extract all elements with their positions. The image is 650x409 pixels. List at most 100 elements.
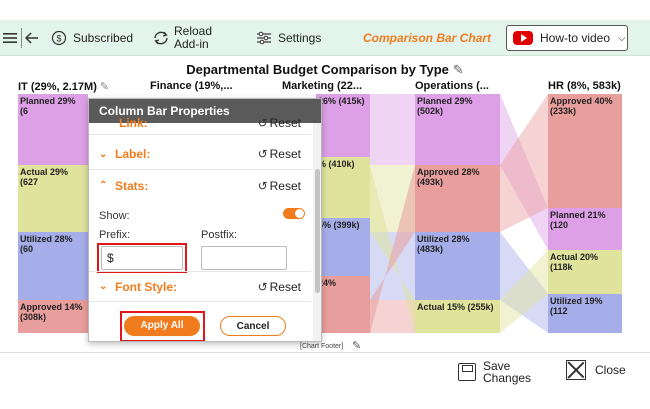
settings-button[interactable]: Settings (256, 20, 321, 56)
segment-label: 26% (415k) (318, 96, 365, 106)
column-header-hr[interactable]: HR (8%, 583k) (548, 80, 621, 92)
reset-label: Reset (269, 178, 301, 193)
segment-label: Approved 28% (417, 167, 480, 177)
label-section-row[interactable]: ⌄ Label: ↺ Reset (89, 139, 311, 170)
reset-label: Reset (269, 279, 301, 294)
column-header-finance[interactable]: Finance (19%,... (150, 80, 233, 92)
reload-label-line2: Add-in (174, 37, 209, 51)
column-header-marketing[interactable]: Marketing (22... (282, 80, 362, 92)
chart-title[interactable]: Departmental Budget Comparison by Type ✎ (0, 62, 650, 78)
segment-marketing-utilized[interactable]: 5% (399k) (316, 218, 370, 276)
prefix-label: Prefix: (99, 229, 131, 241)
column-header-label: IT (29%, 2.17M) (18, 81, 97, 93)
apply-all-button[interactable]: Apply All (124, 316, 200, 336)
postfix-label: Postfix: (201, 229, 238, 241)
column-header-label: Finance (19%,... (150, 80, 233, 92)
hamburger-icon[interactable] (3, 20, 19, 56)
segment-marketing-planned[interactable]: 26% (415k) (316, 94, 370, 157)
segment-operations-utilized[interactable]: Utilized 28% (483k) (415, 232, 500, 300)
save-changes-label: Save Changes (483, 360, 531, 384)
column-header-label: HR (8%, 583k) (548, 80, 621, 92)
subscribed-button[interactable]: $ Subscribed (51, 20, 133, 56)
save-label-line2: Changes (483, 371, 532, 385)
segment-hr-actual[interactable]: Actual 20% (118k (548, 250, 622, 294)
show-label: Show: (99, 210, 130, 222)
link-section-row[interactable]: Link: ↺ Reset (89, 111, 311, 135)
panel-scrollbar-thumb[interactable] (315, 169, 320, 293)
flow-ribbon (500, 94, 548, 232)
reload-label: Reload Add-in (174, 25, 212, 51)
cancel-button[interactable]: Cancel (220, 316, 286, 336)
column-header-label: Operations (... (415, 80, 489, 92)
reset-button[interactable]: ↺ Reset (258, 280, 301, 294)
column-header-it[interactable]: IT (29%, 2.17M) ✎ (18, 80, 109, 93)
segment-operations-planned[interactable]: Planned 29% (502k) (415, 94, 500, 165)
chart-footer[interactable]: [Chart Footer] (300, 343, 344, 350)
back-arrow-icon[interactable] (25, 20, 39, 56)
flow-ribbon (370, 300, 415, 333)
segment-hr-planned[interactable]: Planned 21% (120 (548, 208, 622, 250)
flow-ribbon (500, 250, 548, 333)
segment-label: Utilized 28% (60 (20, 234, 73, 254)
prefix-input[interactable] (101, 246, 183, 270)
close-icon (566, 360, 586, 380)
label-section-label: Label: (115, 147, 151, 161)
pencil-icon[interactable]: ✎ (452, 62, 464, 77)
close-label: Close (595, 363, 626, 377)
save-icon (458, 363, 476, 381)
segment-label: Approved 40% (550, 96, 613, 106)
save-changes-button[interactable]: Save Changes (458, 360, 531, 384)
column-header-label: Marketing (22... (282, 80, 363, 92)
segment-hr-approved[interactable]: Approved 40% (233k) (548, 94, 622, 208)
segment-marketing-approved[interactable]: 24% (316, 276, 370, 333)
show-toggle[interactable] (283, 208, 305, 219)
segment-it-utilized[interactable]: Utilized 28% (60 (18, 232, 88, 300)
segment-label: Approved 14% (20, 302, 83, 312)
reset-button[interactable]: ↺ Reset (258, 147, 301, 161)
subscribed-label: Subscribed (73, 31, 134, 45)
segment-label-value: (308k) (20, 312, 47, 322)
segment-it-approved[interactable]: Approved 14% (308k) (18, 300, 88, 333)
segment-label: Actual 15% (255k) (417, 302, 494, 312)
reset-icon: ↺ (257, 147, 268, 161)
flow-ribbon (500, 94, 548, 250)
segment-it-actual[interactable]: Actual 29% (627 (18, 165, 88, 232)
reset-button[interactable]: ↺ Reset (258, 116, 301, 130)
bottom-divider (0, 352, 650, 353)
toolbar-divider (21, 28, 22, 48)
howto-video-button[interactable]: How-to video ⌵ (506, 25, 628, 51)
segment-label-value: (493k) (417, 177, 444, 187)
segment-operations-approved[interactable]: Approved 28% (493k) (415, 165, 500, 232)
segment-hr-utilized[interactable]: Utilized 19% (112 (548, 294, 622, 333)
segment-label: Utilized 28% (483k) (417, 234, 470, 254)
segment-label: % (410k) (318, 159, 355, 169)
link-section-label: Link: (119, 115, 148, 130)
pencil-icon[interactable]: ✎ (352, 340, 362, 352)
font-style-section-row[interactable]: ⌄ Font Style: ↺ Reset (89, 271, 311, 302)
chevron-down-icon: ⌄ (99, 281, 108, 292)
pencil-icon[interactable]: ✎ (99, 81, 110, 93)
segment-it-planned[interactable]: Planned 29% (6 (18, 94, 88, 165)
sliders-icon (257, 31, 271, 45)
howto-video-label: How-to video (540, 31, 611, 45)
segment-marketing-actual[interactable]: % (410k) (316, 157, 370, 218)
toolbar: $ Subscribed Reload Add-in Settings Comp… (0, 20, 650, 56)
postfix-input[interactable] (201, 246, 287, 270)
segment-operations-actual[interactable]: Actual 15% (255k) (415, 300, 500, 333)
segment-label: Planned 29% (502k) (417, 96, 473, 116)
chevron-down-icon: ⌄ (99, 148, 108, 160)
reset-button[interactable]: ↺ Reset (258, 179, 301, 193)
reload-label-line1: Reload (174, 24, 213, 38)
chevron-down-icon: ⌵ (618, 32, 626, 44)
segment-label: Actual 20% (118k (550, 252, 599, 272)
segment-label: 24% (318, 278, 337, 288)
flow-ribbon (370, 165, 415, 333)
stats-section-row[interactable]: ⌃ Stats: ↺ Reset (89, 170, 311, 201)
close-button[interactable]: Close (566, 360, 626, 380)
column-header-operations[interactable]: Operations (... (415, 80, 489, 92)
reload-addin-button[interactable]: Reload Add-in (152, 20, 212, 56)
segment-label: Planned 21% (120 (550, 210, 606, 230)
panel-title: Column Bar Properties (89, 99, 321, 123)
reset-icon: ↺ (257, 279, 268, 294)
